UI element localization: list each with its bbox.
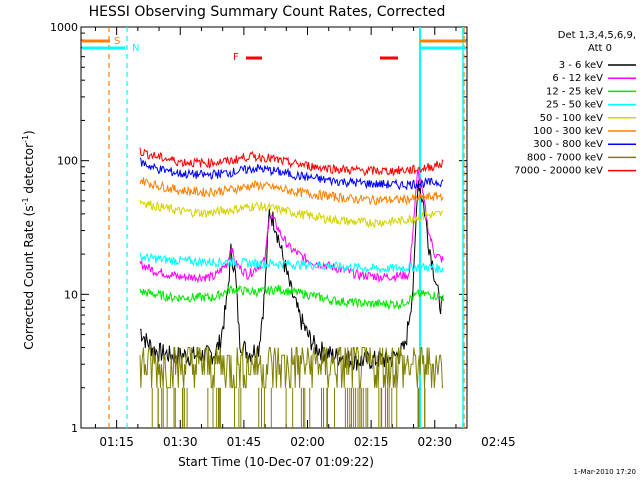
y-axis-label-main: Corrected Count Rate (s: [22, 205, 36, 349]
series-line-100-300-kev: [139, 177, 444, 206]
legend-label-7000-20000-kev: 7000 - 20000 keV: [514, 166, 603, 177]
series-line-25-50-kev: [139, 252, 444, 275]
n-flag-label: N: [132, 43, 139, 54]
y-axis-label-mid: detector: [22, 143, 36, 198]
legend-label-12-25-kev: 12 - 25 keV: [546, 86, 603, 97]
s-flag-label: S: [114, 36, 120, 47]
data-series: [139, 147, 444, 428]
legend-label-25-50-kev: 25 - 50 keV: [546, 100, 603, 111]
x-tick-label: 02:45: [481, 435, 516, 449]
y-tick-label: 10: [64, 288, 78, 301]
plot-timestamp: 1-Mar-2010 17:20: [574, 468, 636, 476]
x-tick-label: 01:15: [99, 435, 134, 449]
legend-label-50-100-kev: 50 - 100 keV: [540, 113, 604, 124]
legend-label-800-7000-kev: 800 - 7000 keV: [527, 152, 603, 163]
y-tick-label: 1: [71, 422, 78, 435]
x-axis-ticks: 01:15 01:30 01:45 02:00 02:15 02:30 02:45: [94, 27, 516, 449]
x-tick-label: 02:30: [417, 435, 452, 449]
series-line-300-800-kev: [139, 157, 444, 191]
observation-markers: S N F: [82, 27, 466, 428]
y-tick-label: 100: [57, 155, 78, 168]
series-line-800-7000-kev: [139, 347, 444, 389]
legend-header-1: Det 1,3,4,5,6,9,: [558, 30, 636, 41]
legend-label-3-6-kev: 3 - 6 keV: [559, 60, 603, 71]
x-tick-label: 02:00: [290, 435, 325, 449]
y-axis-label-end: ): [22, 130, 36, 135]
x-tick-label: 01:45: [227, 435, 262, 449]
y-tick-label: 1000: [50, 21, 78, 34]
series-line-12-25-kev: [139, 284, 444, 311]
y-axis-label: Corrected Count Rate (s-1 detector-1): [21, 130, 36, 349]
series-line-50-100-kev: [139, 199, 444, 229]
legend: Det 1,3,4,5,6,9, Att 0 3 - 6 keV 6 - 12 k…: [514, 30, 636, 177]
x-axis-label: Start Time (10-Dec-07 01:09:22): [178, 455, 374, 469]
y-axis-label-sup2: -1: [21, 135, 30, 143]
y-axis-label-sup1: -1: [21, 197, 30, 205]
legend-label-100-300-kev: 100 - 300 keV: [533, 126, 603, 137]
chart-title: HESSI Observing Summary Count Rates, Cor…: [89, 4, 446, 20]
plot-area: [80, 26, 468, 429]
legend-label-6-12-kev: 6 - 12 keV: [552, 73, 603, 84]
legend-items: 3 - 6 keV 6 - 12 keV 12 - 25 keV 25 - 50 ke…: [514, 60, 636, 177]
series-line-7000-20000-kev: [139, 147, 444, 177]
series-line-6-12-kev: [139, 168, 444, 284]
x-tick-label: 01:30: [163, 435, 198, 449]
legend-label-300-800-kev: 300 - 800 keV: [533, 139, 603, 150]
x-tick-label: 02:15: [354, 435, 389, 449]
f-flag-label: F: [233, 52, 239, 63]
legend-header-2: Att 0: [588, 43, 612, 54]
